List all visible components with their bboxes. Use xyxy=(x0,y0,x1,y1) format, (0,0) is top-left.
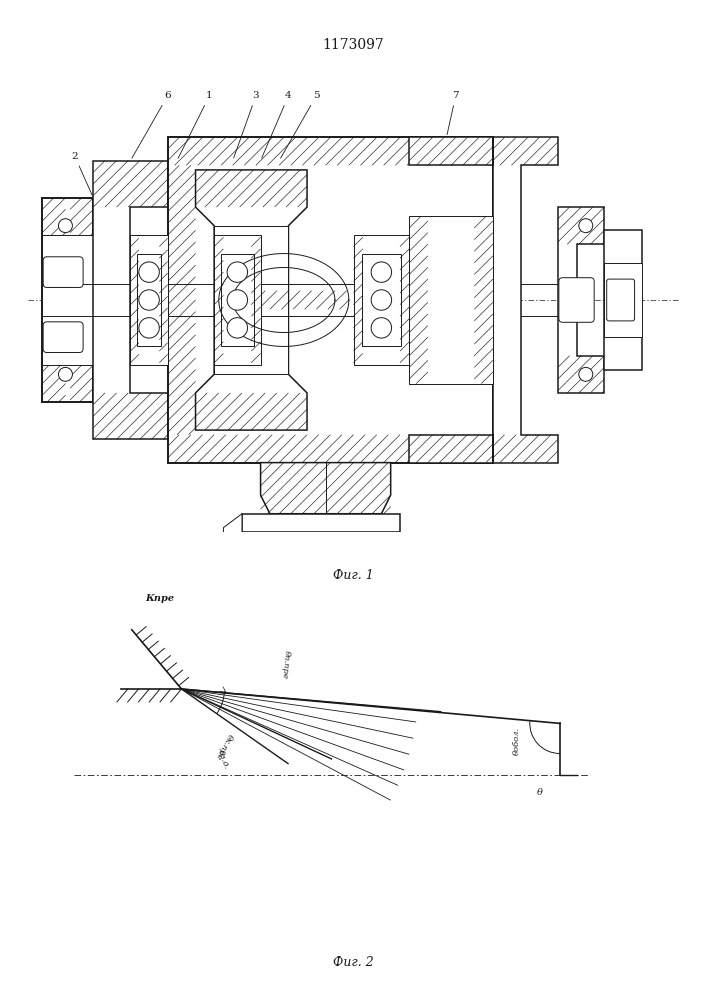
Text: Фиг. 2: Фиг. 2 xyxy=(333,956,374,968)
Circle shape xyxy=(371,262,392,282)
Bar xyxy=(137,254,160,346)
Text: Фиг. 1: Фиг. 1 xyxy=(333,569,374,582)
Text: θз.д.: θз.д. xyxy=(216,749,230,771)
Text: θк.пре: θк.пре xyxy=(214,732,234,761)
Circle shape xyxy=(59,219,72,233)
Text: 5: 5 xyxy=(281,91,320,158)
FancyBboxPatch shape xyxy=(43,322,83,352)
Circle shape xyxy=(139,290,159,310)
Circle shape xyxy=(227,290,247,310)
Bar xyxy=(604,263,641,337)
Polygon shape xyxy=(196,170,307,430)
Bar xyxy=(42,235,93,365)
Text: 6: 6 xyxy=(132,91,171,158)
Text: 1: 1 xyxy=(178,91,213,158)
Bar xyxy=(221,254,254,346)
Circle shape xyxy=(59,367,72,381)
Polygon shape xyxy=(409,137,558,463)
Text: 1173097: 1173097 xyxy=(322,38,385,52)
Circle shape xyxy=(227,318,247,338)
Circle shape xyxy=(139,318,159,338)
Text: 2: 2 xyxy=(71,152,92,195)
Bar xyxy=(409,216,493,384)
FancyBboxPatch shape xyxy=(607,279,635,321)
Text: 4: 4 xyxy=(262,91,292,158)
FancyBboxPatch shape xyxy=(559,278,594,322)
Text: θn.пре: θn.пре xyxy=(280,650,291,679)
Circle shape xyxy=(227,262,247,282)
Bar xyxy=(354,235,409,365)
Polygon shape xyxy=(242,514,400,532)
Text: θобол.: θобол. xyxy=(513,727,521,755)
Text: 7: 7 xyxy=(447,91,459,135)
Text: θ: θ xyxy=(537,788,543,797)
Text: Кпре: Кпре xyxy=(146,594,175,603)
Bar xyxy=(214,226,288,374)
Polygon shape xyxy=(604,230,641,370)
Polygon shape xyxy=(223,514,400,542)
Circle shape xyxy=(139,262,159,282)
Polygon shape xyxy=(168,137,493,463)
Circle shape xyxy=(579,367,592,381)
Bar xyxy=(362,254,401,346)
Polygon shape xyxy=(42,198,93,402)
Circle shape xyxy=(371,290,392,310)
Bar xyxy=(214,235,261,365)
Polygon shape xyxy=(558,207,604,393)
Circle shape xyxy=(579,219,592,233)
Circle shape xyxy=(371,318,392,338)
Polygon shape xyxy=(93,161,168,439)
Bar xyxy=(131,235,168,365)
Text: 3: 3 xyxy=(233,91,259,158)
Polygon shape xyxy=(261,463,391,514)
FancyBboxPatch shape xyxy=(43,257,83,287)
